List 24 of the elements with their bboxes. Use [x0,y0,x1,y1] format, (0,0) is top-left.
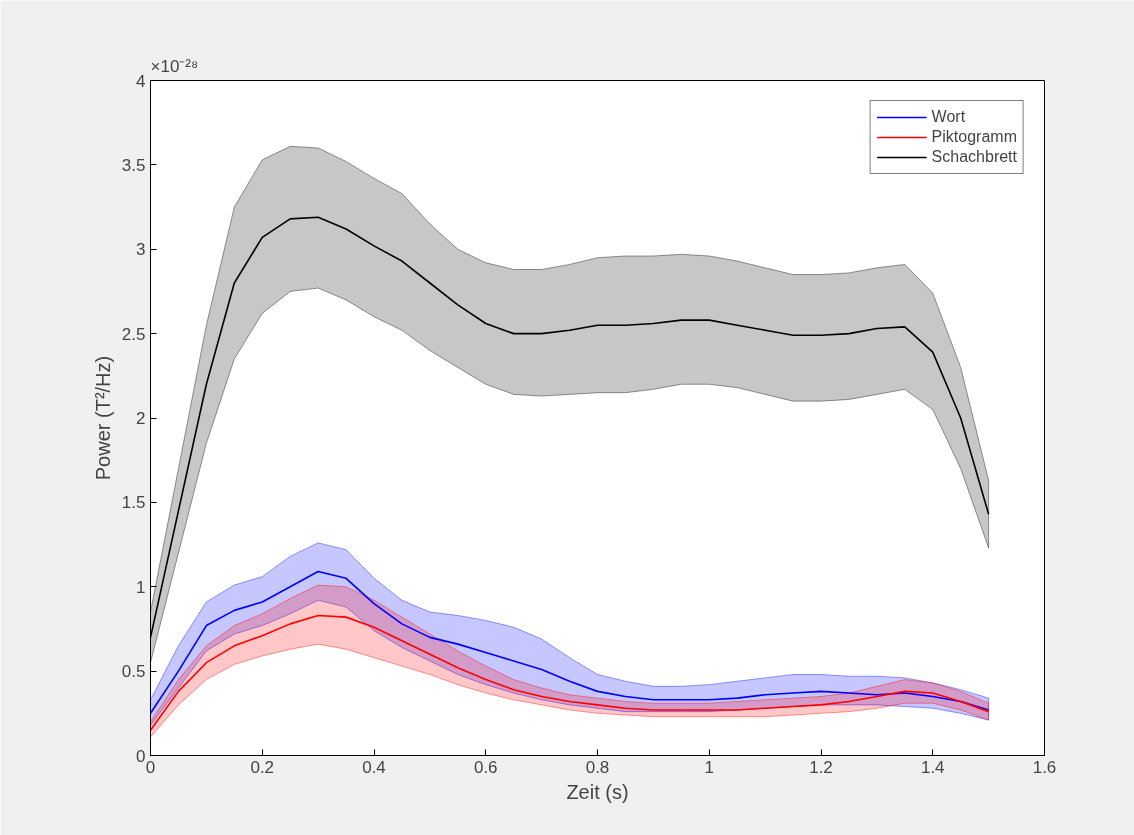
y-tick-label: 1 [136,577,146,597]
legend-label: Piktogramm [931,128,1017,146]
x-tick-label: 1.2 [809,757,833,777]
legend-label: Schachbrett [931,148,1017,166]
x-tick-label: 1.6 [1032,757,1057,777]
legend-label: Wort [931,108,966,126]
y-tick-label: 2.5 [121,324,146,344]
x-tick-label: 0.8 [585,757,610,777]
y-tick-label: 4 [136,71,146,91]
x-tick-label: 0.6 [473,757,498,777]
y-tick-label: 0.5 [121,662,146,682]
x-axis-title: Zeit (s) [566,780,629,803]
y-tick-label: 1.5 [121,493,146,513]
x-tick-label: 1.4 [920,757,945,777]
line-series [150,614,990,731]
text: ×10⁻²⁸ [150,56,199,76]
line-series [150,570,990,715]
x-tick-label: 1 [704,757,714,777]
y-axis-title: Power (T²/Hz) [91,355,114,481]
x-tick-label: 0.4 [362,757,386,777]
y-tick-label: 2 [136,409,146,428]
x-tick-label: 0.2 [250,757,275,777]
y-tick-label: 3 [136,240,146,260]
y-tick-label: 3.5 [121,155,146,175]
